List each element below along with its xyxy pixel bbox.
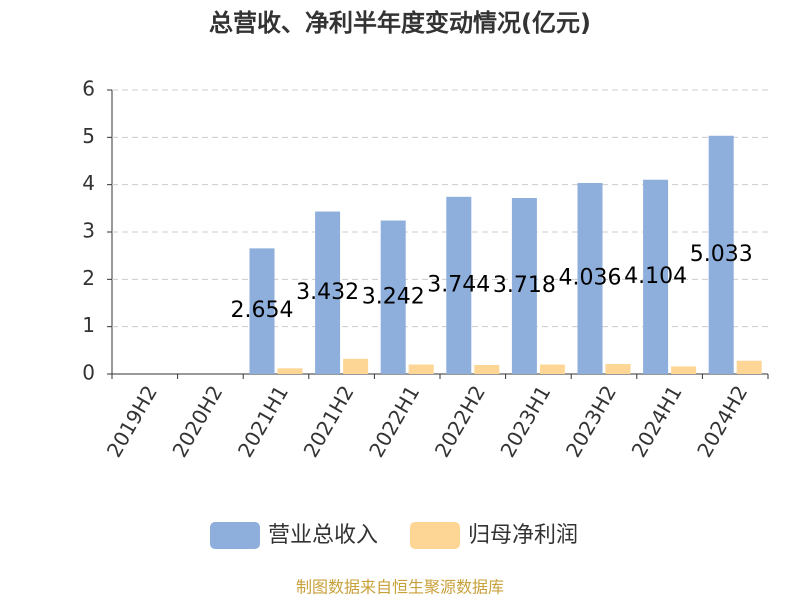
legend-swatch (410, 522, 460, 549)
bar (643, 179, 669, 374)
bar (249, 248, 275, 374)
x-tick-label: 2022H2 (430, 381, 490, 461)
bar (539, 364, 565, 374)
value-label: 3.744 (427, 272, 490, 297)
bar (343, 358, 369, 374)
legend-swatch (210, 522, 260, 549)
y-tick-label: 2 (82, 266, 95, 290)
x-tick-label: 2024H1 (627, 381, 687, 461)
y-tick-label: 5 (82, 124, 95, 148)
bar (380, 220, 406, 374)
bar (474, 365, 500, 374)
bar (577, 182, 603, 374)
chart-title: 总营收、净利半年度变动情况(亿元) (209, 9, 591, 37)
bar (446, 196, 472, 374)
legend-label: 归母净利润 (468, 523, 578, 548)
value-label: 3.432 (296, 280, 359, 305)
x-tick-label: 2023H1 (495, 381, 555, 461)
x-tick-label: 2021H1 (233, 381, 293, 461)
y-tick-label: 6 (82, 77, 95, 101)
value-label: 2.654 (231, 298, 294, 323)
bar (736, 360, 762, 374)
value-label: 3.242 (362, 284, 425, 309)
bar (708, 135, 734, 374)
x-tick-label: 2022H1 (364, 381, 424, 461)
value-label: 5.033 (690, 242, 753, 267)
x-tick-label: 2020H2 (167, 381, 227, 461)
y-tick-label: 0 (82, 361, 95, 385)
bar (511, 198, 537, 374)
y-tick-label: 1 (82, 313, 95, 337)
y-tick-label: 4 (82, 171, 95, 195)
bar (671, 366, 697, 374)
bar (315, 211, 341, 374)
source-note: 制图数据来自恒生聚源数据库 (296, 578, 504, 597)
x-tick-label: 2023H2 (561, 381, 621, 461)
legend-label: 营业总收入 (268, 523, 378, 548)
x-tick-label: 2024H2 (692, 381, 752, 461)
y-tick-label: 3 (82, 219, 95, 243)
bar (277, 368, 303, 374)
bar (408, 364, 434, 374)
x-tick-label: 2019H2 (102, 381, 162, 461)
bar (605, 364, 631, 374)
value-label: 4.104 (624, 264, 687, 289)
x-tick-label: 2021H2 (299, 381, 359, 461)
value-label: 3.718 (493, 273, 556, 298)
value-label: 4.036 (559, 265, 622, 290)
